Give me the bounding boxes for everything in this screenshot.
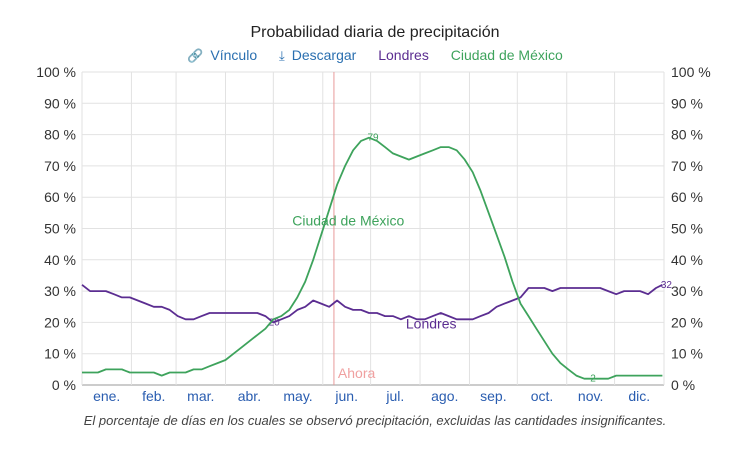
download-button[interactable]: ⤓ Descargar bbox=[279, 47, 356, 64]
y-tick-label-left: 60 % bbox=[44, 189, 76, 205]
y-tick-label-right: 90 % bbox=[671, 95, 703, 111]
link-icon: 🔗 bbox=[187, 48, 204, 63]
y-tick-label-right: 70 % bbox=[671, 158, 703, 174]
y-tick-label-left: 50 % bbox=[44, 221, 76, 237]
y-tick-label-left: 70 % bbox=[44, 158, 76, 174]
data-label: 79 bbox=[367, 133, 379, 144]
series-line bbox=[81, 283, 663, 324]
x-tick-label: ene. bbox=[93, 388, 120, 404]
x-tick-label: jul. bbox=[385, 388, 404, 404]
legend-item-ciudad-de-mexico[interactable]: Ciudad de México bbox=[450, 47, 563, 63]
y-tick-label-left: 10 % bbox=[44, 346, 76, 362]
x-tick-label: dic. bbox=[628, 388, 650, 404]
y-tick-label-right: 80 % bbox=[671, 127, 703, 143]
x-tick-label: jun. bbox=[334, 388, 358, 404]
y-tick-label-right: 100 % bbox=[671, 64, 711, 80]
x-tick-label: sep. bbox=[480, 388, 506, 404]
data-label: 20 bbox=[269, 317, 281, 328]
y-tick-label-left: 20 % bbox=[44, 314, 76, 330]
series-label: Ciudad de México bbox=[292, 212, 404, 228]
y-tick-label-left: 100 % bbox=[36, 64, 76, 80]
y-tick-label-left: 80 % bbox=[44, 127, 76, 143]
x-tick-label: nov. bbox=[578, 388, 603, 404]
y-tick-label-right: 0 % bbox=[671, 377, 695, 393]
x-tick-label: may. bbox=[283, 388, 312, 404]
x-tick-label: oct. bbox=[531, 388, 554, 404]
y-tick-label-right: 20 % bbox=[671, 314, 703, 330]
y-tick-label-right: 10 % bbox=[671, 346, 703, 362]
download-icon: ⤓ bbox=[279, 48, 285, 63]
x-tick-label: mar. bbox=[187, 388, 214, 404]
series-label: Londres bbox=[406, 316, 457, 332]
link-label: Vínculo bbox=[210, 47, 258, 63]
y-tick-label-left: 0 % bbox=[52, 377, 76, 393]
now-marker-label: Ahora bbox=[338, 365, 376, 381]
y-tick-label-left: 90 % bbox=[44, 95, 76, 111]
chart-toolbar: 🔗 Vínculo ⤓ Descargar Londres Ciudad de Mé… bbox=[0, 47, 750, 64]
x-tick-label: feb. bbox=[142, 388, 165, 404]
legend-item-londres[interactable]: Londres bbox=[378, 47, 429, 63]
chart-caption: El porcentaje de días en los cuales se o… bbox=[83, 413, 667, 428]
download-label: Descargar bbox=[291, 47, 357, 63]
data-label: 2 bbox=[590, 374, 596, 385]
link-button[interactable]: 🔗 Vínculo bbox=[187, 47, 257, 64]
y-tick-label-right: 30 % bbox=[671, 283, 703, 299]
y-tick-label-left: 30 % bbox=[44, 283, 76, 299]
series-line bbox=[82, 136, 663, 380]
chart-title: Probabilidad diaria de precipitación bbox=[250, 24, 500, 41]
data-label: 32 bbox=[661, 280, 673, 291]
y-tick-label-right: 50 % bbox=[671, 221, 703, 237]
y-tick-label-right: 60 % bbox=[671, 189, 703, 205]
y-tick-label-right: 40 % bbox=[671, 252, 703, 268]
y-tick-label-left: 40 % bbox=[44, 252, 76, 268]
x-tick-label: ago. bbox=[431, 388, 458, 404]
x-tick-label: abr. bbox=[238, 388, 261, 404]
